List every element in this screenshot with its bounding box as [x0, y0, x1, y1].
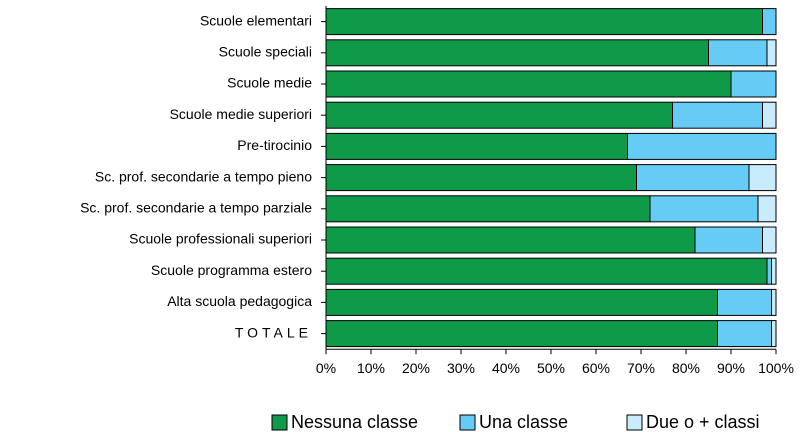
legend-swatch	[459, 414, 476, 431]
bar-segment	[730, 70, 777, 98]
y-tick-label: TOTALE	[235, 324, 312, 340]
y-tick-label: Scuole medie superiori	[170, 106, 312, 122]
bar-segment	[636, 164, 750, 192]
bar-segment	[325, 195, 651, 223]
legend-label: Due o + classi	[646, 412, 760, 432]
bar-segment	[762, 8, 777, 36]
x-tick-label: 20%	[402, 360, 430, 376]
bar-segment	[672, 101, 763, 129]
legend-label: Una classe	[479, 412, 568, 432]
x-tick-label: 90%	[717, 360, 745, 376]
bar-segment	[771, 288, 777, 316]
y-tick-label: Pre-tirocinio	[237, 137, 312, 153]
legend-swatch	[626, 414, 643, 431]
bar-segment	[757, 195, 777, 223]
bar-segment	[627, 132, 777, 160]
bar-segment	[325, 226, 696, 254]
y-tick-label: Scuole professionali superiori	[129, 231, 312, 247]
bar-segment	[717, 288, 772, 316]
bar-segment	[766, 257, 772, 285]
bar-segment	[325, 101, 673, 129]
bar-segment	[325, 39, 709, 67]
legend-swatch	[271, 414, 288, 431]
bar-segment	[694, 226, 763, 254]
bar-segment	[748, 164, 777, 192]
y-tick-label: Alta scuola pedagogica	[167, 293, 312, 309]
bar-segment	[717, 320, 772, 348]
bar-segment	[325, 257, 768, 285]
y-tick-label: Scuole speciali	[219, 44, 312, 60]
x-tick-label: 60%	[582, 360, 610, 376]
bar-segment	[325, 8, 763, 36]
y-tick-label: Sc. prof. secondarie a tempo pieno	[95, 168, 312, 184]
bar-segment	[762, 101, 777, 129]
y-tick-label: Scuole elementari	[200, 12, 312, 28]
bar-segment	[762, 226, 777, 254]
x-tick-label: 10%	[357, 360, 385, 376]
y-tick-label: Scuole programma estero	[151, 262, 312, 278]
x-tick-label: 70%	[627, 360, 655, 376]
bar-segment	[771, 320, 777, 348]
y-tick-label: Sc. prof. secondarie a tempo parziale	[80, 200, 312, 216]
bar-segment	[325, 288, 718, 316]
bar-segment	[649, 195, 759, 223]
y-tick-label: Scuole medie	[227, 75, 312, 91]
x-tick-label: 40%	[492, 360, 520, 376]
bar-segment	[325, 320, 718, 348]
bar-segment	[325, 70, 732, 98]
legend-label: Nessuna classe	[291, 412, 418, 432]
bar-segment	[708, 39, 768, 67]
x-tick-label: 0%	[316, 360, 336, 376]
x-tick-label: 50%	[537, 360, 565, 376]
bar-segment	[766, 39, 777, 67]
x-tick-label: 100%	[758, 360, 794, 376]
x-tick-label: 30%	[447, 360, 475, 376]
bar-segment	[325, 132, 628, 160]
x-tick-label: 80%	[672, 360, 700, 376]
bar-segment	[325, 164, 637, 192]
bar-segment	[771, 257, 777, 285]
